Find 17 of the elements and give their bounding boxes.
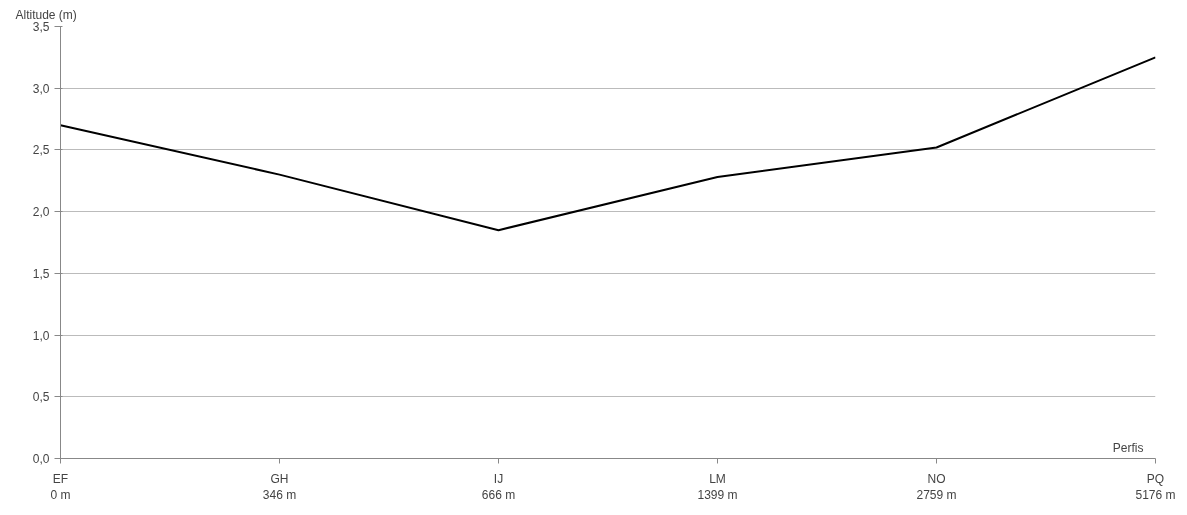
x-tick-label: GH 346 m: [262, 471, 297, 503]
x-tick-label: PQ 5176 m: [1135, 471, 1176, 503]
y-tick-label: 0,0: [32, 452, 50, 466]
x-tick-label: EF 0 m: [50, 471, 71, 503]
y-tick-label: 1,5: [32, 266, 50, 281]
x-tick-label: NO 2759 m: [916, 471, 957, 503]
x-axis-title: Perfis: [1112, 440, 1144, 455]
y-tick-label: 0,5: [32, 390, 50, 405]
x-tick-label: LM 1399 m: [697, 471, 738, 503]
y-tick-label: 3,5: [32, 20, 50, 34]
y-tick-label: 1,0: [32, 328, 50, 343]
y-tick-label: 2,0: [32, 205, 50, 220]
y-tick-label: 3,0: [32, 81, 50, 96]
line-series: [60, 56, 1156, 232]
y-tick-label: 2,5: [32, 143, 50, 158]
y-axis-title: Altitude (m): [15, 7, 77, 22]
x-tick-label: IJ 666 m: [481, 471, 516, 503]
